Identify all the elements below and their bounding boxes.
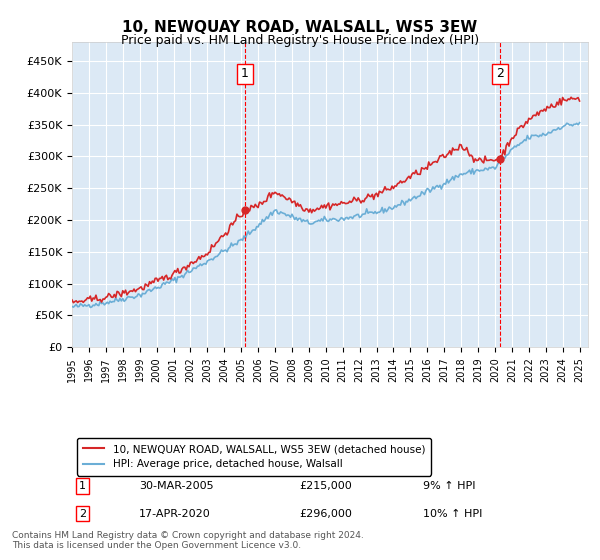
Text: 30-MAR-2005: 30-MAR-2005	[139, 481, 214, 491]
Text: Price paid vs. HM Land Registry's House Price Index (HPI): Price paid vs. HM Land Registry's House …	[121, 34, 479, 46]
Text: 10, NEWQUAY ROAD, WALSALL, WS5 3EW: 10, NEWQUAY ROAD, WALSALL, WS5 3EW	[122, 20, 478, 35]
Text: £215,000: £215,000	[299, 481, 352, 491]
Text: 1: 1	[79, 481, 86, 491]
Text: 10% ↑ HPI: 10% ↑ HPI	[423, 508, 482, 519]
Text: Contains HM Land Registry data © Crown copyright and database right 2024.
This d: Contains HM Land Registry data © Crown c…	[12, 530, 364, 550]
Legend: 10, NEWQUAY ROAD, WALSALL, WS5 3EW (detached house), HPI: Average price, detache: 10, NEWQUAY ROAD, WALSALL, WS5 3EW (deta…	[77, 438, 431, 475]
Text: 2: 2	[79, 508, 86, 519]
Text: 17-APR-2020: 17-APR-2020	[139, 508, 211, 519]
Text: 2: 2	[496, 67, 504, 80]
Text: 1: 1	[241, 67, 249, 80]
Text: 9% ↑ HPI: 9% ↑ HPI	[423, 481, 475, 491]
Text: £296,000: £296,000	[299, 508, 352, 519]
